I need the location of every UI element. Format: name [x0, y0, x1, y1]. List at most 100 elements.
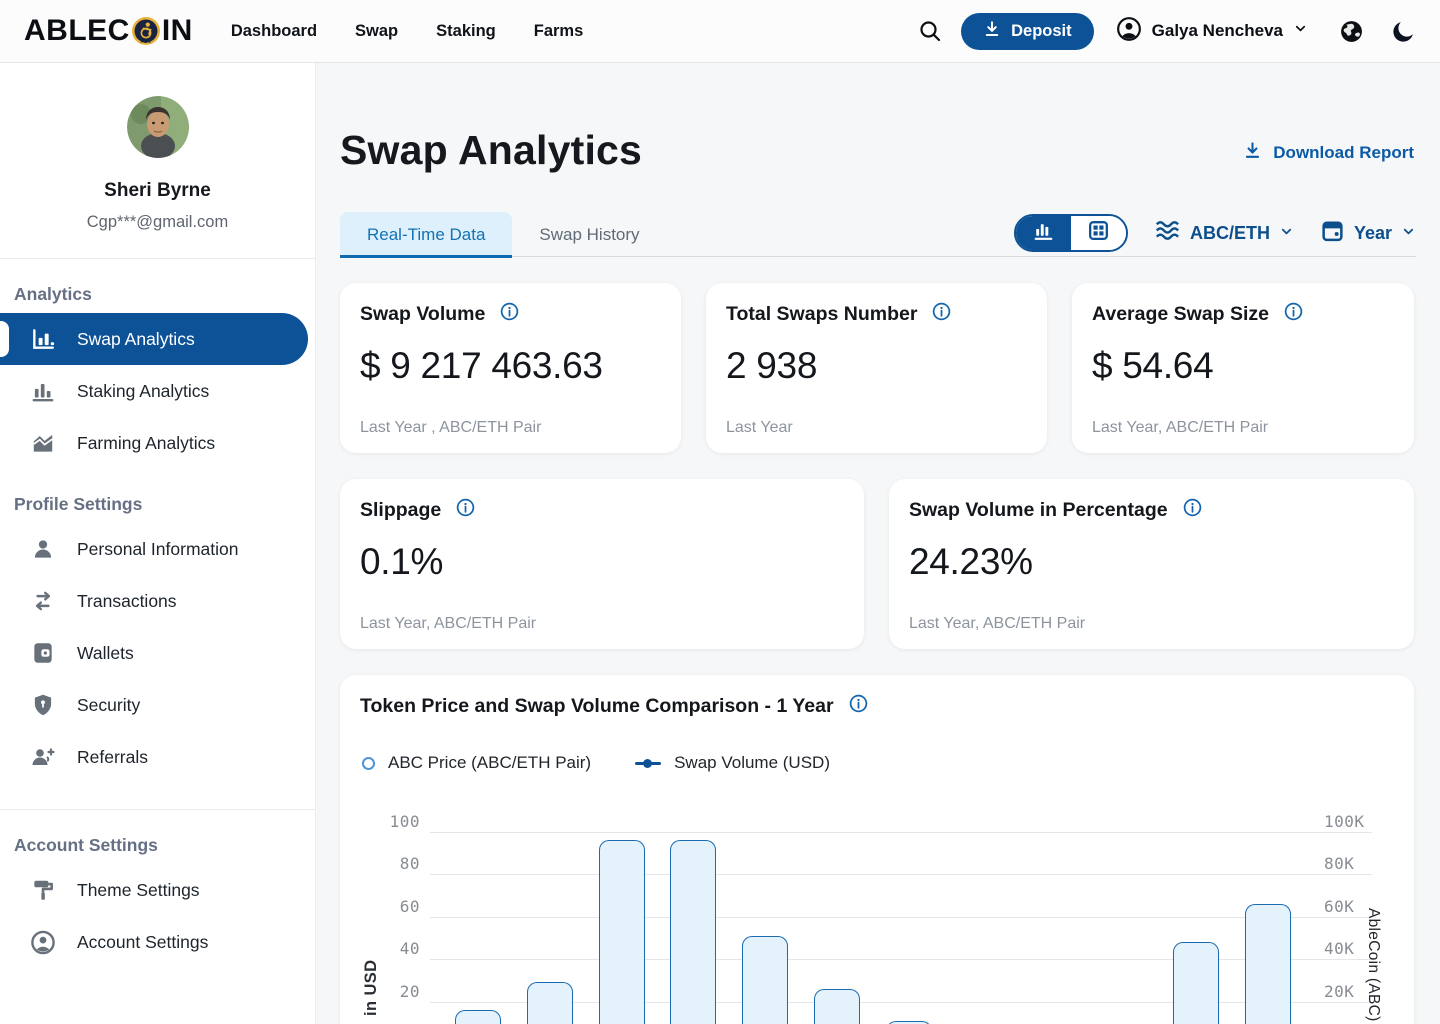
- stat-card-average-swap-size: Average Swap Size $ 54.64 Last Year, ABC/E…: [1072, 283, 1414, 453]
- sidebar-item-label: Staking Analytics: [77, 380, 210, 401]
- dark-mode-moon-icon[interactable]: [1390, 18, 1416, 44]
- legend-circle-marker: [362, 756, 375, 770]
- tab-controls: ABC/ETH Year: [1013, 214, 1416, 252]
- profile-avatar[interactable]: [126, 96, 189, 158]
- sidebar-item-personal-information[interactable]: Personal Information: [0, 523, 315, 575]
- deposit-label: Deposit: [1011, 21, 1072, 40]
- stat-card-header: Average Swap Size: [1092, 301, 1394, 327]
- sidebar-item-theme-settings[interactable]: Theme Settings: [0, 864, 315, 916]
- table-grid-icon: [1086, 218, 1111, 248]
- user-menu[interactable]: Galya Nencheva: [1116, 16, 1308, 47]
- chart-view-button[interactable]: [1015, 216, 1071, 250]
- pair-select[interactable]: ABC/ETH: [1154, 217, 1294, 249]
- chart-bar[interactable]: [885, 1020, 932, 1024]
- stat-card-title: Slippage: [360, 498, 442, 521]
- person-plus-icon: [30, 744, 56, 770]
- left-axis-tick: 60: [399, 896, 420, 916]
- left-axis-tick: 40: [399, 939, 420, 958]
- table-view-button[interactable]: [1070, 216, 1126, 250]
- sidebar-item-account-settings[interactable]: Account Settings: [0, 916, 315, 968]
- info-icon[interactable]: [1182, 497, 1203, 523]
- stat-card-header: Slippage: [360, 497, 844, 523]
- sidebar-item-referrals[interactable]: Referrals: [0, 731, 315, 783]
- pair-select-value: ABC/ETH: [1189, 222, 1270, 243]
- chart-gridline: [430, 1001, 1372, 1003]
- language-globe-icon[interactable]: [1338, 18, 1364, 44]
- stat-card-swap-volume-in-percentage: Swap Volume in Percentage 24.23% Last Year…: [889, 479, 1414, 649]
- bar-chart-icon: [30, 326, 56, 352]
- right-axis-tick: 60K: [1324, 896, 1355, 916]
- sidebar-item-label: Transactions: [77, 590, 177, 611]
- nav-link-farms[interactable]: Farms: [533, 21, 584, 40]
- paint-roller-icon: [30, 877, 56, 903]
- sidebar-item-wallets[interactable]: Wallets: [0, 627, 315, 679]
- sidebar-item-label: Security: [77, 694, 141, 715]
- stat-card-title: Swap Volume: [360, 302, 486, 325]
- svg-text:ABC: ABC: [140, 39, 151, 44]
- chart-bar[interactable]: [742, 935, 789, 1024]
- chart-bar[interactable]: [455, 1010, 501, 1024]
- stat-card-title: Total Swaps Number: [726, 302, 918, 325]
- sidebar-item-staking-analytics[interactable]: Staking Analytics: [0, 365, 315, 417]
- chart-gridline: [430, 916, 1372, 918]
- wallet-icon: [30, 640, 56, 666]
- chart-bar[interactable]: [1173, 942, 1219, 1024]
- download-report-label: Download Report: [1273, 143, 1414, 162]
- nav-link-swap[interactable]: Swap: [355, 21, 399, 40]
- info-icon[interactable]: [931, 301, 952, 327]
- active-indicator: [0, 321, 9, 357]
- download-icon: [1243, 141, 1262, 165]
- nav-link-dashboard[interactable]: Dashboard: [230, 21, 318, 40]
- top-navbar: ABLEC ABC IN Dashboard Swap Staking Farms D…: [0, 0, 1440, 63]
- legend-linedot-marker: [635, 758, 662, 768]
- sidebar-item-swap-analytics[interactable]: Swap Analytics: [0, 313, 308, 365]
- stat-card-footnote: Last Year, ABC/ETH Pair: [1092, 419, 1269, 436]
- download-report-button[interactable]: Download Report: [1243, 141, 1414, 165]
- right-axis-tick: 40K: [1324, 939, 1355, 958]
- sidebar-item-security[interactable]: Security: [0, 679, 315, 731]
- tab-bar: Real-Time Data Swap History ABC/ETH Year: [340, 212, 1416, 258]
- chart-bar[interactable]: [814, 988, 860, 1024]
- chart-bar[interactable]: [598, 840, 645, 1024]
- column-chart-icon: [30, 378, 56, 404]
- brand-logo[interactable]: ABLEC ABC IN: [24, 14, 193, 48]
- chart-gridline: [430, 874, 1372, 875]
- info-icon[interactable]: [499, 301, 520, 327]
- chart-gridline: [430, 959, 1372, 960]
- search-icon[interactable]: [917, 18, 943, 44]
- deposit-button[interactable]: Deposit: [961, 12, 1094, 50]
- sidebar-item-transactions[interactable]: Transactions: [0, 575, 315, 627]
- chart-bar[interactable]: [1244, 903, 1291, 1024]
- info-icon[interactable]: [455, 497, 476, 523]
- view-toggle: [1013, 214, 1128, 252]
- account-circle-icon: [30, 929, 56, 955]
- stat-card-footnote: Last Year, ABC/ETH Pair: [909, 615, 1086, 632]
- sidebar-item-label: Swap Analytics: [77, 328, 195, 349]
- brand-text-pre: ABLEC: [24, 14, 130, 47]
- sidebar-item-label: Account Settings: [77, 931, 209, 952]
- nav-link-staking[interactable]: Staking: [436, 21, 496, 40]
- info-icon[interactable]: [1283, 301, 1304, 327]
- legend-label: Swap Volume (USD): [674, 753, 830, 772]
- tabs: Real-Time Data Swap History: [340, 212, 1416, 258]
- download-icon: [983, 20, 1001, 43]
- sidebar-item-farming-analytics[interactable]: Farming Analytics: [0, 417, 315, 469]
- period-select[interactable]: Year: [1320, 218, 1416, 248]
- transfer-icon: [30, 588, 56, 614]
- chart-card: Token Price and Swap Volume Comparison -…: [340, 675, 1414, 1024]
- brand-text-post: IN: [161, 14, 193, 47]
- sidebar-sections: Analytics Swap Analytics Staking Analytics…: [0, 284, 315, 968]
- legend-item: Swap Volume (USD): [635, 753, 830, 773]
- left-axis-tick: 80: [399, 854, 420, 873]
- chart-bar[interactable]: [526, 982, 573, 1024]
- page-title: Swap Analytics: [340, 127, 643, 173]
- chart-bar[interactable]: [670, 840, 717, 1024]
- right-axis-label: AbleCoin (ABC): [1365, 908, 1382, 1022]
- chevron-down-icon: [1279, 223, 1294, 244]
- tab-real-time-data[interactable]: Real-Time Data: [340, 212, 513, 258]
- chart-gridline: [430, 831, 1372, 833]
- tab-swap-history[interactable]: Swap History: [539, 224, 640, 244]
- sidebar-item-label: Personal Information: [77, 538, 239, 559]
- left-axis-label: in USD: [362, 959, 380, 1016]
- info-icon[interactable]: [848, 693, 869, 719]
